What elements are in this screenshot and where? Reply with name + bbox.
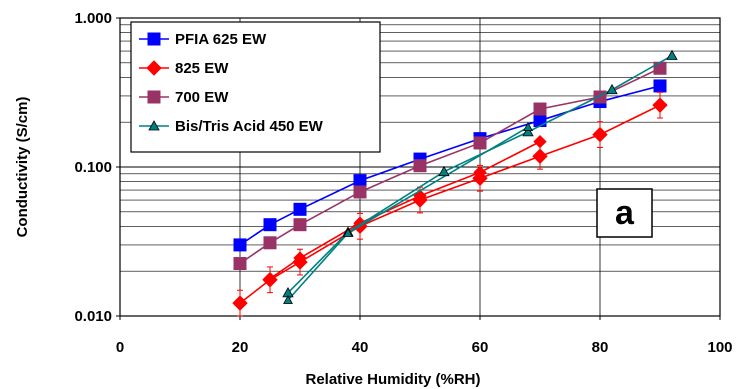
data-point (293, 202, 307, 216)
x-axis-title: Relative Humidity (%RH) (305, 371, 480, 388)
legend-box (130, 21, 381, 153)
legend-entry: 825 EW (139, 60, 229, 77)
x-tick-label: 40 (352, 339, 369, 356)
legend-entry: Bis/Tris Acid 450 EW (139, 118, 324, 135)
legend-marker (148, 120, 160, 131)
data-point (232, 295, 248, 311)
data-point (653, 79, 667, 93)
data-point (523, 122, 533, 131)
data-point (353, 185, 367, 199)
panel-label-box (596, 188, 653, 238)
annotation-layer: a (596, 188, 653, 238)
data-point (533, 102, 547, 116)
data-point (532, 148, 548, 164)
x-tick-label: 20 (232, 339, 249, 356)
legend-marker (147, 90, 161, 104)
data-point (283, 294, 293, 304)
legend-entry: 700 EW (139, 89, 229, 106)
data-point (473, 165, 487, 180)
data-point (652, 97, 668, 113)
data-point (533, 114, 547, 128)
legend: PFIA 625 EW 825 EW 700 EW Bis/Tris Acid 450… (130, 21, 381, 153)
y-axis-title: Conductivity (S/cm) (14, 97, 31, 238)
data-point (263, 218, 277, 232)
x-tick-label: 0 (116, 339, 124, 356)
data-point (606, 83, 618, 95)
legend-label: 700 EW (175, 89, 229, 106)
y-tick-label: 1.000 (74, 10, 112, 27)
panel-label: a (615, 194, 635, 232)
axis-layer: 0 20 40 60 80 100 0.010 0.100 1.000 Relative Humi… (14, 10, 733, 388)
x-tick-label: 60 (472, 339, 489, 356)
data-point (353, 174, 367, 188)
x-tick-label: 100 (707, 339, 732, 356)
data-point (263, 272, 277, 286)
data-point (522, 126, 534, 137)
y-tick-label: 0.010 (74, 308, 112, 325)
x-tick-label: 80 (592, 339, 609, 356)
data-point (592, 126, 608, 143)
data-point (666, 49, 678, 60)
legend-marker (147, 32, 161, 46)
legend-label: 825 EW (175, 60, 229, 77)
legend-marker (146, 60, 162, 76)
series-0 (233, 79, 667, 252)
data-point (293, 251, 307, 265)
y-tick-label: 0.100 (74, 159, 112, 176)
data-point (343, 228, 353, 237)
legend-label: Bis/Tris Acid 450 EW (175, 118, 324, 135)
data-point (473, 136, 487, 150)
data-point (533, 134, 547, 149)
data-point (438, 165, 450, 177)
data-point (233, 257, 247, 271)
series-layer (232, 49, 678, 317)
legend-entry: PFIA 625 EW (139, 31, 267, 48)
series-3 (282, 49, 678, 304)
data-point (263, 236, 277, 250)
legend-label: PFIA 625 EW (175, 31, 267, 48)
data-point (233, 238, 247, 252)
data-point (413, 159, 427, 173)
data-point (293, 218, 307, 232)
